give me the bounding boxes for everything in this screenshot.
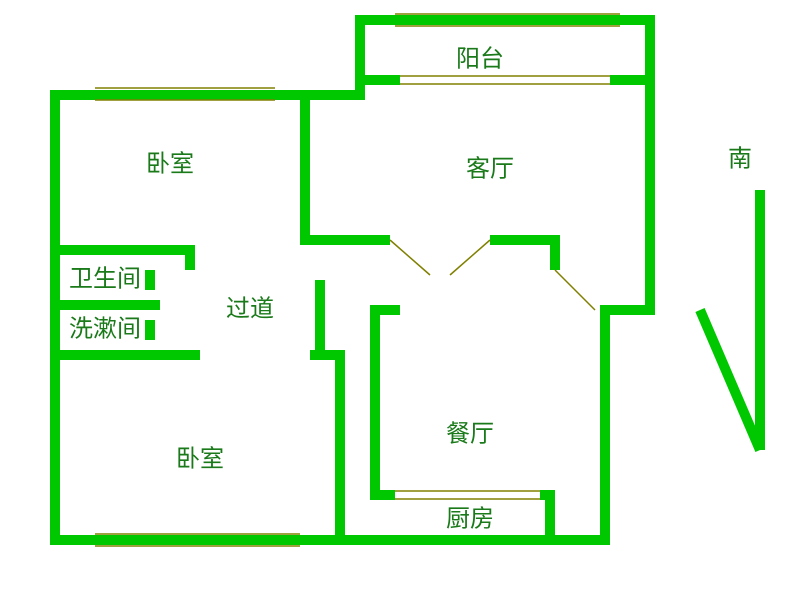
label-bedroom2: 卧室 (176, 445, 224, 472)
door-door-dining (555, 270, 595, 310)
walls-layer (50, 15, 760, 545)
label-dining: 餐厅 (446, 420, 494, 447)
floorplan-svg: 阳台客厅卧室卫生间洗漱间过道卧室餐厅厨房南 (0, 0, 800, 600)
door-door-living-l (390, 240, 430, 275)
doors-layer (390, 240, 595, 310)
wall-compass-diag (700, 310, 760, 450)
label-bathroom: 卫生间 (69, 265, 141, 292)
label-south: 南 (728, 145, 752, 172)
door-door-living-r (450, 240, 490, 275)
label-washroom: 洗漱间 (69, 315, 141, 342)
label-balcony: 阳台 (456, 45, 504, 72)
label-bedroom1: 卧室 (146, 150, 194, 177)
label-living: 客厅 (466, 155, 514, 182)
label-kitchen: 厨房 (446, 505, 494, 532)
label-hallway: 过道 (226, 295, 274, 322)
